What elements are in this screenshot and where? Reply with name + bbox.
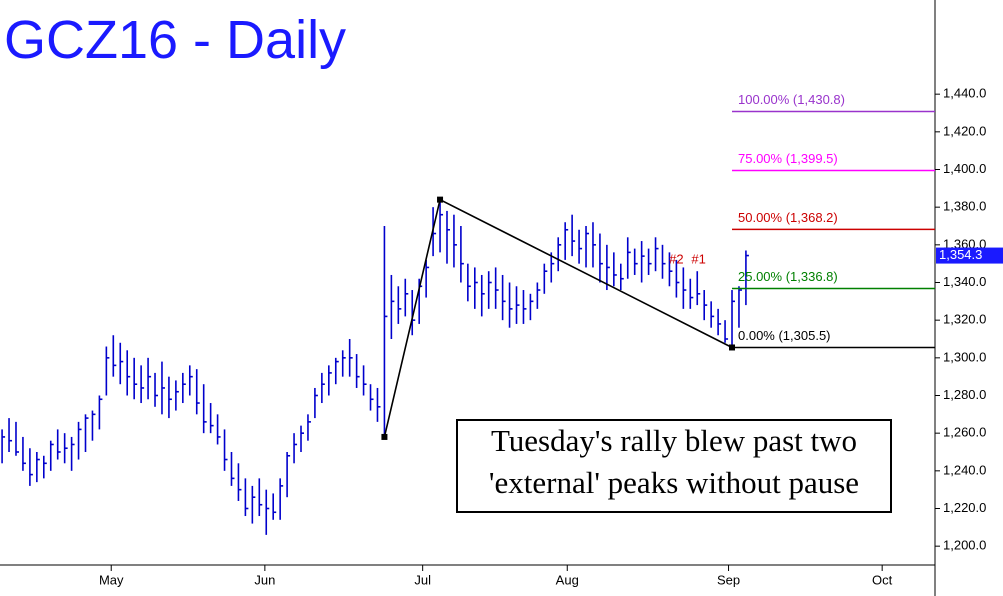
- level-label: 25.00% (1,336.8): [738, 269, 838, 284]
- peak-label: #1: [691, 251, 705, 266]
- annotation-box: [456, 419, 892, 513]
- y-tick-label: 1,240.0: [943, 462, 986, 477]
- x-tick-label: Jul: [414, 572, 431, 587]
- x-tick-label: Oct: [872, 572, 893, 587]
- y-tick-label: 1,440.0: [943, 86, 986, 101]
- y-tick-label: 1,340.0: [943, 274, 986, 289]
- swing-line: [383, 198, 733, 438]
- x-tick-label: Jun: [254, 572, 275, 587]
- y-tick-label: 1,320.0: [943, 312, 986, 327]
- y-tick-label: 1,280.0: [943, 387, 986, 402]
- annotation-line: Tuesday's rally blew past two: [491, 423, 857, 458]
- y-tick-label: 1,300.0: [943, 349, 986, 364]
- y-tick-label: 1,260.0: [943, 425, 986, 440]
- annotation-line: 'external' peaks without pause: [489, 465, 859, 500]
- x-tick-label: Sep: [717, 572, 740, 587]
- y-tick-label: 1,200.0: [943, 538, 986, 553]
- x-tick-label: Aug: [556, 572, 579, 587]
- y-tick-label: 1,380.0: [943, 199, 986, 214]
- y-tick-label: 1,360.0: [943, 236, 986, 251]
- level-label: 50.00% (1,368.2): [738, 210, 838, 225]
- x-tick-label: May: [99, 572, 124, 587]
- level-label: 0.00% (1,305.5): [738, 328, 831, 343]
- peak-label: #2: [669, 251, 683, 266]
- chart-title: GCZ16 - Daily: [4, 10, 346, 70]
- y-tick-label: 1,220.0: [943, 500, 986, 515]
- swing-point: [437, 196, 444, 203]
- level-label: 100.00% (1,430.8): [738, 92, 845, 107]
- level-label: 75.00% (1,399.5): [738, 151, 838, 166]
- swing-point: [381, 433, 388, 440]
- y-tick-label: 1,400.0: [943, 161, 986, 176]
- y-tick-label: 1,420.0: [943, 123, 986, 138]
- last-price-box: [936, 247, 1003, 264]
- last-price-label: 1,354.3: [939, 247, 982, 262]
